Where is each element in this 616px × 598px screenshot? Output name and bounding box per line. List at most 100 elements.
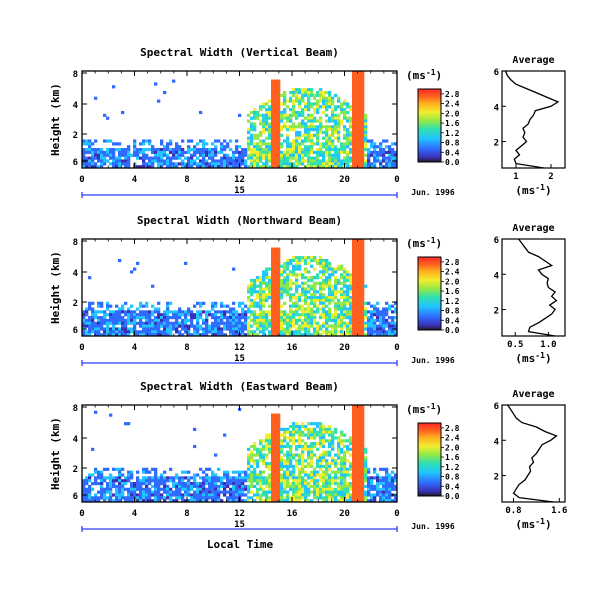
heatmap-cell (112, 156, 116, 160)
heatmap-cell (298, 484, 302, 489)
colorbar-tick-label: 2.0 (445, 109, 460, 118)
heatmap-cell (310, 136, 314, 140)
heatmap-cell (328, 284, 332, 288)
heatmap-cell (202, 162, 206, 166)
heatmap-cell (241, 484, 245, 489)
heatmap-cell (340, 318, 344, 323)
heatmap-cell (286, 499, 290, 503)
heatmap-cell (259, 307, 263, 311)
heatmap-cell (106, 318, 110, 323)
heatmap-cell (385, 324, 389, 328)
heatmap-cell (358, 244, 362, 248)
heatmap-cell (283, 476, 287, 480)
heatmap-cell (280, 293, 284, 297)
heatmap-cell (262, 287, 266, 291)
heatmap-cell (250, 153, 254, 157)
heatmap-cell (289, 298, 293, 303)
colorbar-tick-label: 1.6 (445, 119, 460, 128)
heatmap-cell (298, 467, 302, 471)
heatmap-cell (331, 110, 335, 115)
heatmap-cell (253, 298, 257, 303)
heatmap-cell (328, 427, 332, 431)
heatmap-cell (361, 93, 365, 97)
heatmap-cell (109, 499, 113, 503)
heatmap-cell (265, 439, 269, 443)
heatmap-cell (184, 156, 188, 160)
heatmap-cell (322, 464, 326, 469)
heatmap-cell (277, 442, 281, 446)
heatmap-cell (388, 479, 392, 483)
heatmap-cell (394, 499, 398, 503)
heatmap-cell (331, 318, 335, 323)
heatmap-cell (385, 496, 389, 500)
heatmap-cell (271, 90, 275, 95)
heatmap-cell (211, 156, 215, 160)
heatmap-cell (109, 487, 113, 491)
heatmap-cell (127, 307, 131, 311)
heatmap-cell (160, 493, 164, 497)
heatmap-cell (175, 330, 179, 334)
heatmap-cell (199, 304, 203, 308)
heatmap-cell (373, 145, 377, 149)
heatmap-cell (160, 153, 164, 157)
heatmap-cell (328, 159, 332, 163)
heatmap-cell (250, 281, 254, 285)
heatmap-cell (298, 333, 302, 337)
heatmap-cell (277, 113, 281, 117)
heatmap-cell (358, 256, 362, 260)
heatmap-cell (328, 125, 332, 129)
heatmap-cell (292, 153, 296, 157)
heatmap-cell (97, 333, 101, 337)
heatmap-cell (319, 296, 323, 300)
heatmap-cell (358, 110, 362, 115)
heatmap-cell (241, 499, 245, 503)
heatmap-cell (271, 310, 275, 314)
heatmap-cell (322, 296, 326, 300)
heatmap-cell (274, 105, 278, 109)
heatmap-cell (175, 493, 179, 497)
heatmap-cell (163, 490, 167, 494)
heatmap-cell (304, 447, 308, 451)
heatmap-cell (307, 462, 311, 466)
heatmap-cell (340, 447, 344, 451)
heatmap-cell (352, 453, 356, 457)
heatmap-cell (127, 496, 131, 500)
heatmap-cell (316, 128, 320, 132)
heatmap-cell (352, 116, 356, 120)
heatmap-cell (265, 119, 269, 123)
heatmap-cell (280, 153, 284, 157)
heatmap-cell (142, 499, 146, 503)
heatmap-cell (268, 287, 272, 291)
heatmap-cell (361, 327, 365, 331)
heatmap-cell (256, 159, 260, 163)
heatmap-cell (85, 333, 89, 337)
heatmap-cell (352, 419, 356, 423)
heatmap-cell (106, 321, 110, 325)
day-label: 15 (234, 354, 245, 364)
heatmap-cell (301, 290, 305, 294)
heatmap-cell (274, 304, 278, 308)
heatmap-cell (352, 73, 356, 77)
heatmap-cell (130, 327, 134, 331)
heatmap-cell (322, 159, 326, 163)
heatmap-cell (256, 278, 260, 283)
heatmap-cell (295, 136, 299, 140)
heatmap-cell (247, 321, 251, 325)
heatmap-cell (310, 442, 314, 446)
heatmap-cell (280, 290, 284, 294)
heatmap-cell (274, 436, 278, 440)
heatmap-cell (334, 150, 338, 155)
heatmap-cell (307, 276, 311, 280)
heatmap-cell (364, 499, 368, 503)
heatmap-cell (355, 459, 359, 463)
heatmap-cell (259, 276, 263, 280)
heatmap-cell (337, 453, 341, 457)
heatmap-cell (376, 316, 380, 320)
heatmap-cell (286, 145, 290, 149)
heatmap-cell (265, 165, 269, 169)
heatmap-cell (211, 301, 215, 305)
heatmap-cell (361, 324, 365, 328)
heatmap-cell (196, 156, 200, 160)
heatmap-cell (109, 484, 113, 489)
heatmap-cell (292, 122, 296, 126)
